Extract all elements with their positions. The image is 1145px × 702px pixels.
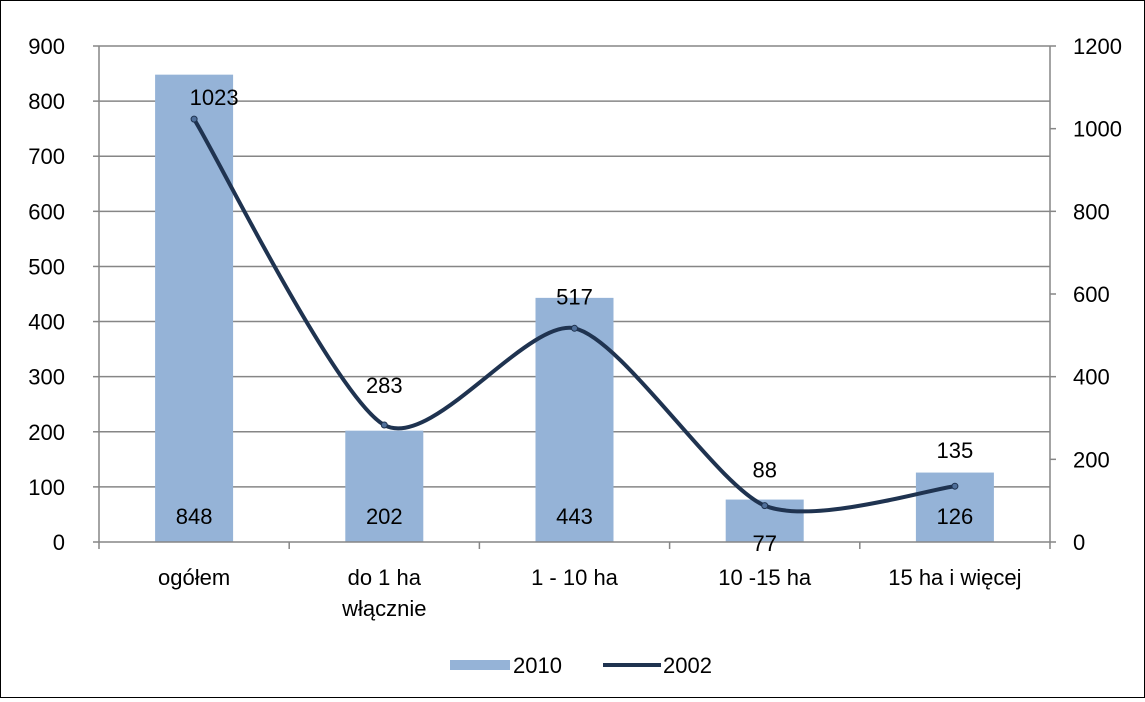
y-left-tick-label: 500	[28, 254, 65, 279]
y-left-tick-label: 200	[28, 420, 65, 445]
data-label-2010: 848	[176, 504, 213, 529]
data-label-2010: 77	[752, 531, 776, 556]
line-2002	[192, 118, 956, 514]
x-category-label: 1 - 10 ha	[531, 565, 619, 590]
data-label-2002: 517	[556, 284, 593, 309]
y-right-tick-label: 0	[1073, 530, 1085, 555]
y-left-tick-label: 300	[28, 365, 65, 390]
x-category-label: 15 ha i więcej	[888, 565, 1021, 590]
y-left-tick-label: 600	[28, 199, 65, 224]
line-2002-point	[951, 482, 959, 490]
y-right-tick-label: 1200	[1073, 34, 1122, 59]
y-left-tick-label: 700	[28, 144, 65, 169]
line-series	[190, 115, 959, 514]
bar-2010	[535, 297, 614, 542]
x-category-label: do 1 ha	[348, 565, 422, 590]
axes: 0 100 200 300 400 500 600 700 800 900 0 200 400 600 80…	[28, 34, 1122, 621]
gridlines	[99, 45, 1050, 488]
y-right-tick-label: 1000	[1073, 117, 1122, 142]
bar-series	[155, 74, 994, 542]
data-label-2010: 202	[366, 504, 403, 529]
legend: 2010 2002	[450, 653, 712, 678]
line-2002-point	[380, 421, 388, 429]
legend-label-2002: 2002	[663, 653, 712, 678]
legend-swatch-2010	[450, 660, 510, 670]
y-right-tick-label: 600	[1073, 282, 1110, 307]
y-left-tick-label: 800	[28, 89, 65, 114]
data-label-2002: 1023	[190, 85, 239, 110]
y-left-tick-label: 0	[53, 530, 65, 555]
line-2002-point	[571, 324, 578, 332]
data-label-2002: 283	[366, 373, 403, 398]
data-label-2002: 135	[937, 438, 974, 463]
data-label-2010: 126	[937, 504, 974, 529]
y-right-tick-label: 200	[1073, 447, 1110, 472]
x-category-label: 10 -15 ha	[718, 565, 812, 590]
y-left-tick-label: 900	[28, 34, 65, 59]
data-label-2010: 443	[556, 504, 593, 529]
y-right-tick-label: 800	[1073, 199, 1110, 224]
line-2002-point	[190, 115, 198, 123]
y-left-tick-label: 100	[28, 475, 65, 500]
x-category-label: włącznie	[341, 596, 426, 621]
line-2002-point	[761, 502, 769, 510]
y-left-tick-label: 400	[28, 310, 65, 335]
data-label-2002: 88	[752, 458, 776, 483]
bar-2010	[345, 430, 424, 542]
legend-label-2010: 2010	[513, 653, 562, 678]
x-category-label: ogółem	[158, 565, 230, 590]
data-labels: 1023 283 517 88 135 848 202 443 77 126	[176, 85, 974, 556]
y-right-tick-label: 400	[1073, 365, 1110, 390]
bar-2010	[155, 74, 234, 542]
